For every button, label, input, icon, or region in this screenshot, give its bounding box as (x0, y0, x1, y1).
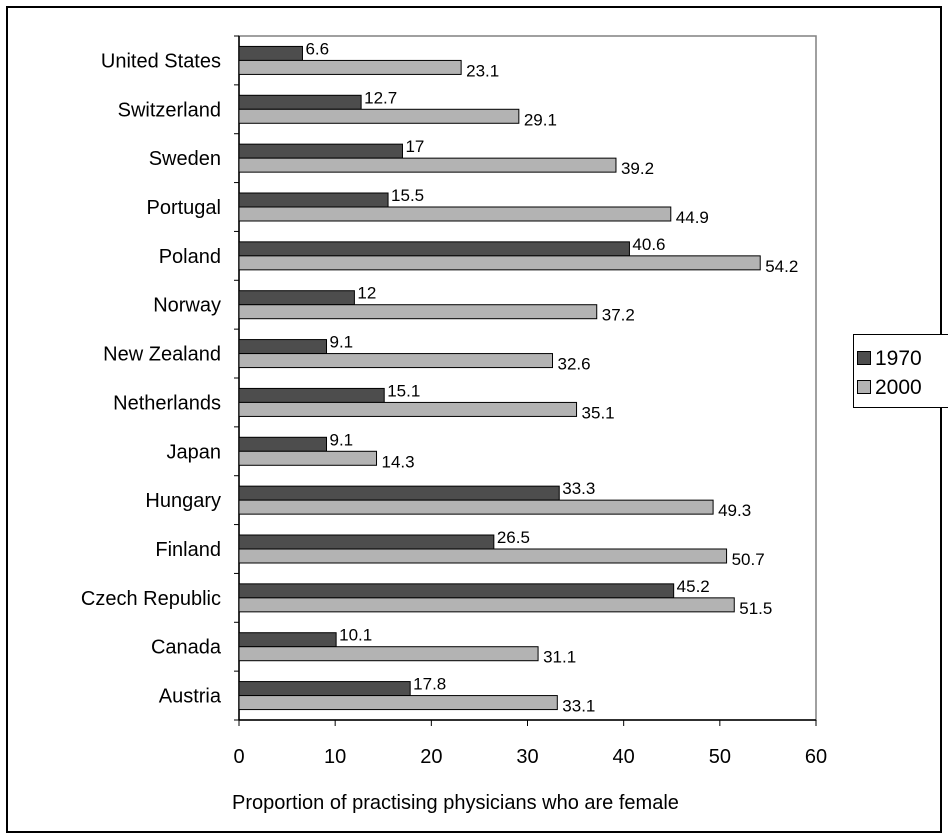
bar-2000 (238, 59, 462, 75)
data-label-2000: 51.5 (739, 599, 772, 618)
bar-1970 (238, 290, 355, 306)
category-label: United States (101, 50, 221, 72)
data-label-1970: 15.5 (391, 186, 424, 205)
data-label-1970: 15.1 (387, 381, 420, 400)
data-label-2000: 39.2 (621, 159, 654, 178)
bar-2000 (238, 401, 578, 417)
bar-2000 (238, 206, 672, 222)
x-tick-label: 30 (516, 746, 538, 768)
data-label-2000: 14.3 (382, 452, 415, 471)
x-tick-label: 20 (420, 746, 442, 768)
category-label: Hungary (145, 490, 221, 512)
data-label-2000: 32.6 (558, 355, 591, 374)
category-label: Japan (167, 441, 222, 463)
bar-1970 (238, 632, 337, 648)
legend-swatch-1970 (857, 351, 871, 365)
bar-2000 (238, 646, 539, 662)
category-label: Switzerland (118, 99, 221, 121)
x-tick-label: 10 (324, 746, 346, 768)
bar-1970 (238, 436, 328, 452)
bar-2000 (238, 597, 735, 613)
category-label: Poland (159, 246, 221, 268)
data-label-1970: 12 (357, 284, 376, 303)
legend: 1970 2000 (853, 334, 948, 408)
legend-label-2000: 2000 (875, 375, 922, 399)
bar-1970 (238, 583, 675, 599)
data-label-2000: 54.2 (765, 257, 798, 276)
data-label-2000: 33.1 (562, 697, 595, 716)
x-tick-label: 40 (613, 746, 635, 768)
data-label-1970: 10.1 (339, 626, 372, 645)
data-label-2000: 49.3 (718, 501, 751, 520)
category-label: New Zealand (103, 344, 221, 366)
data-label-2000: 31.1 (543, 648, 576, 667)
data-label-1970: 17 (405, 137, 424, 156)
data-label-1970: 9.1 (330, 430, 354, 449)
data-label-2000: 37.2 (602, 306, 635, 325)
data-label-1970: 6.6 (305, 39, 329, 58)
data-label-1970: 9.1 (330, 333, 354, 352)
data-label-2000: 44.9 (676, 208, 709, 227)
data-label-2000: 35.1 (582, 403, 615, 422)
bar-1970 (238, 339, 328, 355)
x-tick-label: 0 (233, 746, 244, 768)
bar-1970 (238, 387, 385, 403)
bar-2000 (238, 499, 714, 515)
bar-2000 (238, 255, 761, 271)
bar-1970 (238, 534, 495, 550)
data-label-1970: 45.2 (677, 577, 710, 596)
bar-1970 (238, 681, 411, 697)
bar-2000 (238, 695, 558, 711)
legend-item-2000: 2000 (857, 374, 922, 400)
category-label: Sweden (149, 148, 221, 170)
data-label-1970: 40.6 (632, 235, 665, 254)
data-label-2000: 23.1 (466, 61, 499, 80)
category-label: Norway (153, 295, 221, 317)
bar-1970 (238, 143, 403, 159)
category-label: Netherlands (113, 392, 221, 414)
data-label-2000: 29.1 (524, 110, 557, 129)
legend-swatch-2000 (857, 380, 871, 394)
category-label: Finland (155, 539, 221, 561)
x-tick-label: 60 (805, 746, 827, 768)
bar-1970 (238, 241, 630, 257)
category-label: Canada (151, 637, 222, 659)
bar-2000 (238, 108, 520, 124)
bar-2000 (238, 548, 728, 564)
data-label-1970: 26.5 (497, 528, 530, 547)
data-label-1970: 33.3 (562, 479, 595, 498)
bar-1970 (238, 45, 303, 61)
bar-2000 (238, 304, 598, 320)
x-tick-label: 50 (709, 746, 731, 768)
bar-1970 (238, 485, 560, 501)
category-label: Portugal (147, 197, 222, 219)
category-label: Austria (159, 686, 222, 708)
legend-label-1970: 1970 (875, 346, 922, 370)
plot-area (238, 35, 817, 721)
bar-2000 (238, 450, 378, 466)
data-label-1970: 12.7 (364, 88, 397, 107)
legend-item-1970: 1970 (857, 345, 922, 371)
bar-1970 (238, 94, 362, 110)
category-label: Czech Republic (81, 588, 221, 610)
bar-2000 (238, 353, 554, 369)
x-axis-title: Proportion of practising physicians who … (232, 792, 679, 814)
data-label-1970: 17.8 (413, 675, 446, 694)
bar-2000 (238, 157, 617, 173)
bar-1970 (238, 192, 389, 208)
data-label-2000: 50.7 (732, 550, 765, 569)
